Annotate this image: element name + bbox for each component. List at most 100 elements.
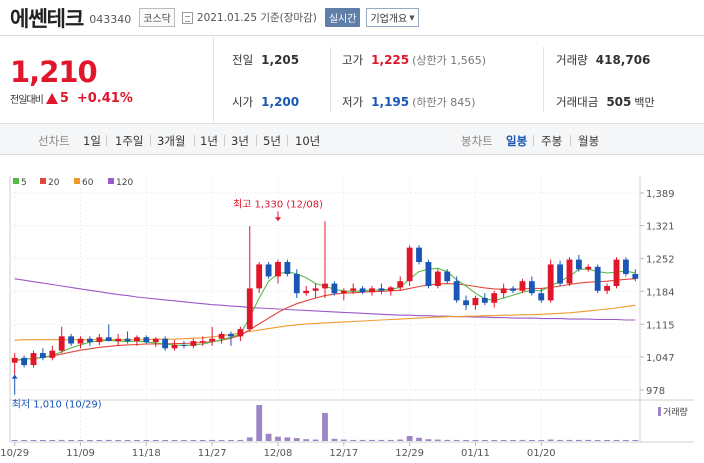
x-tick-label: 12/29 bbox=[395, 448, 424, 459]
volume-bar bbox=[21, 440, 28, 441]
candle bbox=[199, 336, 206, 346]
candle bbox=[152, 337, 159, 347]
volume-bar bbox=[434, 439, 441, 441]
volume-bar bbox=[134, 440, 140, 441]
volume-bar bbox=[190, 440, 197, 441]
candle-body bbox=[566, 259, 573, 284]
candle-body bbox=[510, 288, 516, 291]
candle bbox=[331, 281, 338, 296]
company-info-label: 기업개요 bbox=[370, 14, 408, 25]
candle bbox=[359, 285, 366, 295]
candle bbox=[181, 341, 187, 349]
candle bbox=[256, 262, 263, 294]
candle-body bbox=[256, 264, 263, 289]
volume-bar bbox=[491, 440, 498, 441]
volume-bar bbox=[30, 440, 37, 441]
high-value: 1,225 bbox=[371, 53, 410, 67]
tab-monthly[interactable]: 월봉 bbox=[578, 134, 600, 148]
x-tick-label: 01/20 bbox=[527, 448, 556, 459]
volume-bar bbox=[77, 440, 84, 441]
volume-bar bbox=[575, 439, 582, 441]
volume-bar bbox=[340, 439, 347, 441]
candle-body bbox=[87, 338, 93, 343]
candle-body bbox=[500, 288, 507, 294]
trade-value-unit: 백만 bbox=[634, 96, 655, 109]
candle bbox=[434, 269, 441, 289]
candlestick-chart[interactable]: 1,389 1,321 1,252 1,184 1,115 1,047 978 10/29 11… bbox=[0, 156, 704, 459]
volume-bar bbox=[510, 440, 516, 441]
candle-body bbox=[68, 336, 75, 344]
up-triangle-icon bbox=[45, 93, 58, 104]
volume-bar bbox=[105, 439, 112, 441]
x-tick-label: 11/09 bbox=[66, 448, 95, 459]
candle-body bbox=[181, 344, 187, 346]
candle bbox=[528, 276, 535, 296]
lower-limit: (하한가 845) bbox=[412, 96, 476, 109]
tab-10y[interactable]: 10년 bbox=[295, 134, 321, 148]
divider bbox=[256, 135, 257, 146]
legend-label: 60 bbox=[82, 178, 94, 188]
stock-code: 043340 bbox=[89, 13, 132, 26]
candle bbox=[162, 336, 169, 351]
candle-body bbox=[246, 288, 253, 330]
candle-body bbox=[77, 338, 84, 344]
candle-body bbox=[199, 341, 206, 343]
candle bbox=[39, 348, 46, 361]
candle-body bbox=[557, 264, 563, 284]
tab-1y[interactable]: 1년 bbox=[200, 134, 218, 148]
tab-5y[interactable]: 5년 bbox=[263, 134, 281, 148]
low-cell: 저가 1,195 (하한가 845) bbox=[342, 94, 476, 110]
realtime-button[interactable]: 실시간 bbox=[324, 8, 361, 27]
candle bbox=[30, 350, 37, 368]
volume-bar bbox=[387, 439, 394, 441]
stock-name: 에쎈테크 bbox=[10, 6, 84, 31]
candle bbox=[49, 345, 56, 361]
x-tick-label: 12/08 bbox=[264, 448, 293, 459]
candle-body bbox=[58, 336, 65, 351]
volume-bar bbox=[237, 439, 244, 441]
candle bbox=[218, 331, 225, 344]
candle-body bbox=[275, 262, 281, 277]
candle-body bbox=[340, 290, 347, 294]
volume-cell: 거래량 418,706 bbox=[556, 52, 650, 68]
low-marker-arrow bbox=[11, 374, 18, 379]
legend-label: 120 bbox=[116, 178, 133, 188]
candle bbox=[275, 259, 281, 284]
volume-bar bbox=[528, 440, 535, 441]
low-value: 1,195 bbox=[371, 95, 410, 109]
candle bbox=[594, 264, 601, 294]
candle-body bbox=[293, 274, 300, 294]
candle-body bbox=[134, 337, 140, 342]
prev-close-cell: 전일 1,205 bbox=[232, 52, 299, 68]
tab-weekly[interactable]: 주봉 bbox=[541, 134, 563, 148]
candle-body bbox=[378, 288, 385, 291]
tab-daily[interactable]: 일봉 bbox=[506, 134, 528, 148]
volume-bar bbox=[68, 440, 75, 441]
tab-3y[interactable]: 3년 bbox=[231, 134, 249, 148]
volume-bar bbox=[585, 439, 592, 441]
high-label: 고가 bbox=[342, 53, 364, 67]
price-change: 전일대비 5 +0.41% bbox=[10, 91, 133, 106]
candle bbox=[604, 283, 611, 295]
volume-bar bbox=[622, 440, 629, 441]
chart-svg[interactable]: 1,389 1,321 1,252 1,184 1,115 1,047 978 10/29 11… bbox=[0, 156, 704, 459]
candle bbox=[58, 326, 65, 354]
tab-3m[interactable]: 3개월 bbox=[157, 134, 186, 148]
high-annotation: 최고 1,330 (12/08) bbox=[233, 198, 323, 210]
legend-label: 20 bbox=[48, 178, 60, 188]
candle bbox=[378, 283, 385, 295]
volume-bar bbox=[312, 439, 319, 441]
tab-1w[interactable]: 1주일 bbox=[115, 134, 144, 148]
company-info-dropdown[interactable]: 기업개요 ▼ bbox=[366, 8, 419, 27]
chart-tabs: 선차트 1일 1주일 3개월 1년 3년 5년 10년 봉차트 일봉 주봉 월봉 bbox=[0, 123, 704, 155]
candle-body bbox=[613, 259, 620, 286]
candle-body bbox=[350, 288, 357, 291]
tab-1d[interactable]: 1일 bbox=[83, 134, 101, 148]
divider bbox=[543, 47, 544, 112]
candle-body bbox=[124, 338, 131, 342]
candle-body bbox=[322, 283, 328, 289]
y-tick-label: 1,252 bbox=[646, 255, 675, 266]
x-tick-label: 12/17 bbox=[329, 448, 358, 459]
volume-bar bbox=[284, 437, 291, 441]
candle-body bbox=[190, 341, 197, 346]
